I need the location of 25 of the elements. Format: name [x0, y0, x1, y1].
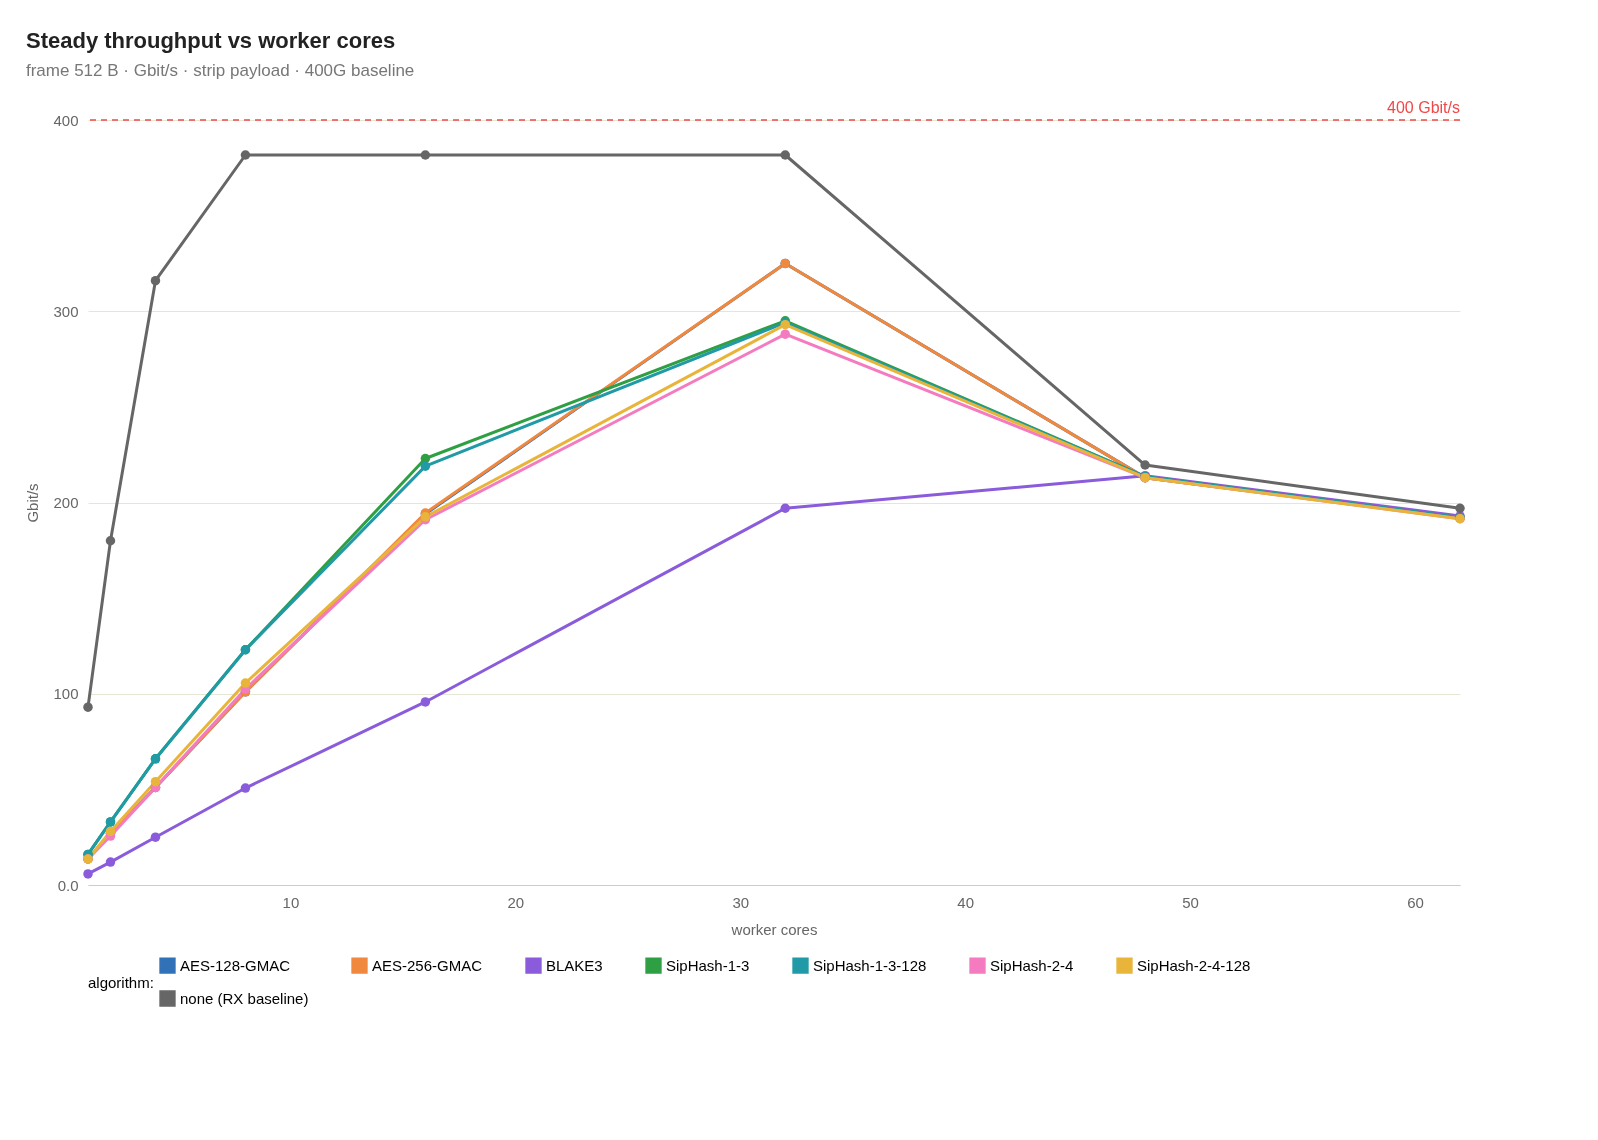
legend-label: SipHash-2-4	[990, 956, 1074, 974]
legend-label: SipHash-1-3-128	[813, 956, 927, 974]
x-axis-title: worker cores	[730, 920, 818, 938]
y-tick-label: 0.0	[57, 876, 79, 894]
legend-label: AES-128-GMAC	[180, 956, 291, 974]
legend-label: SipHash-1-3	[666, 956, 750, 974]
x-tick-label: 30	[732, 893, 750, 911]
legend-label: SipHash-2-4-128	[1137, 956, 1251, 974]
x-tick-label: 20	[507, 893, 525, 911]
x-tick-label: 60	[1407, 893, 1424, 911]
y-tick-label: 400	[53, 111, 79, 129]
ref-line-label: 400 Gbit/s	[1387, 99, 1460, 116]
chart-subtitle: frame 512 B · Gbit/s · strip payload · 400G baseline	[25, 61, 415, 80]
x-tick-label: 10	[282, 893, 300, 911]
x-tick-label: 40	[957, 893, 975, 911]
y-tick-label: 100	[53, 685, 79, 703]
legend-label: BLAKE3	[546, 956, 603, 974]
x-tick-label: 50	[1182, 893, 1199, 911]
y-axis-title: Gbit/s	[24, 483, 42, 523]
legend-label: AES-256-GMAC	[372, 956, 483, 974]
legend-label: none (RX baseline)	[180, 989, 309, 1007]
chart-title: Steady throughput vs worker cores	[25, 28, 396, 53]
y-tick-label: 200	[53, 494, 79, 511]
y-tick-label: 300	[53, 302, 79, 320]
legend-title: algorithm:	[88, 974, 154, 991]
